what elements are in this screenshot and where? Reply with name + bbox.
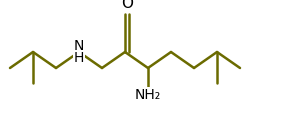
Text: NH₂: NH₂ (135, 88, 161, 102)
Text: N
H: N H (74, 39, 84, 65)
Text: O: O (121, 0, 133, 11)
